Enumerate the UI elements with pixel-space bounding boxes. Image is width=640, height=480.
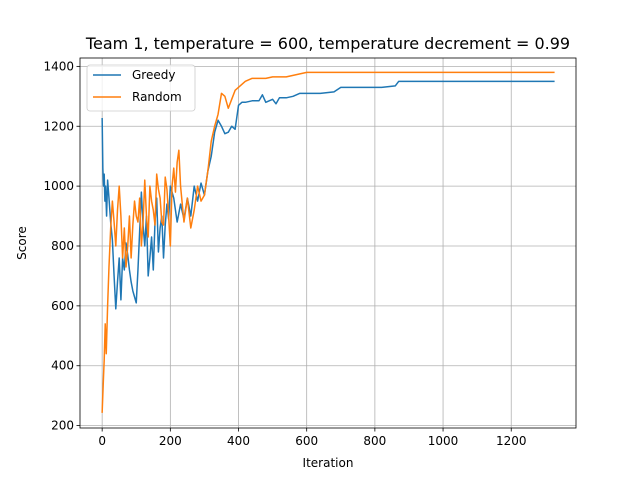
y-tick-label: 1000 xyxy=(43,179,74,193)
x-tick-label: 400 xyxy=(227,434,250,448)
series-lines xyxy=(101,71,555,413)
series-line-greedy xyxy=(101,80,555,310)
chart-title: Team 1, temperature = 600, temperature d… xyxy=(85,34,570,53)
series-line-random xyxy=(101,71,555,413)
y-tick-label: 600 xyxy=(51,299,74,313)
y-tick-label: 1200 xyxy=(43,119,74,133)
y-tick-label: 1400 xyxy=(43,59,74,73)
y-tick-label: 800 xyxy=(51,239,74,253)
y-tick-label: 200 xyxy=(51,419,74,433)
x-tick-label: 200 xyxy=(159,434,182,448)
legend-label-random: Random xyxy=(132,90,182,104)
x-tick-label: 600 xyxy=(295,434,318,448)
x-tick-label: 800 xyxy=(363,434,386,448)
x-tick-label: 0 xyxy=(98,434,106,448)
legend-label-greedy: Greedy xyxy=(132,68,175,82)
legend: Greedy Random xyxy=(86,64,196,112)
x-tick-label: 1200 xyxy=(496,434,527,448)
x-axis-label: Iteration xyxy=(303,456,354,470)
y-tick-label: 400 xyxy=(51,359,74,373)
x-tick-label: 1000 xyxy=(428,434,459,448)
plot-frame xyxy=(79,57,577,429)
y-axis-label: Score xyxy=(15,226,29,260)
legend-box xyxy=(86,64,196,112)
axis-ticks: 0 200 400 600 800 1000 1200 200 400 600 800 1000 120… xyxy=(43,59,526,448)
